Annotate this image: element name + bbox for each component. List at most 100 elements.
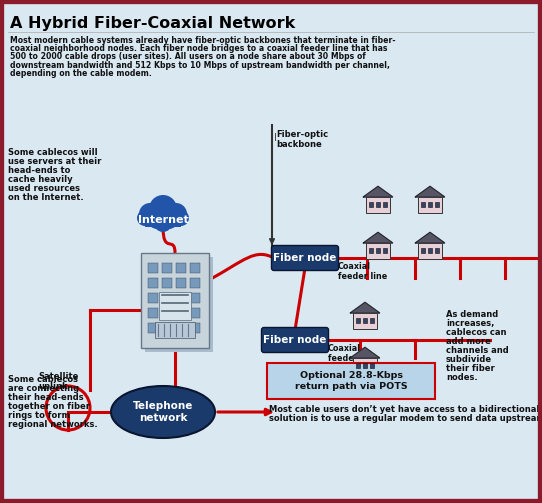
Bar — [376, 202, 380, 207]
Bar — [369, 202, 373, 207]
Text: are connecting: are connecting — [8, 384, 79, 393]
Bar — [176, 263, 186, 273]
Text: together on fiber: together on fiber — [8, 402, 90, 411]
Circle shape — [149, 195, 177, 223]
Text: their fiber: their fiber — [446, 364, 495, 373]
Text: on the Internet.: on the Internet. — [8, 193, 83, 202]
Bar — [353, 313, 377, 329]
Bar — [148, 322, 158, 332]
Bar — [176, 293, 186, 302]
Bar — [383, 202, 388, 207]
Bar — [145, 215, 181, 227]
Bar — [162, 293, 172, 302]
Bar — [353, 358, 377, 374]
Bar — [356, 318, 360, 323]
Bar — [162, 278, 172, 288]
Text: Most modern cable systems already have fiber-optic backbones that terminate in f: Most modern cable systems already have f… — [10, 36, 396, 45]
Bar — [145, 257, 213, 352]
Bar — [162, 263, 172, 273]
Bar — [370, 318, 375, 323]
Polygon shape — [363, 232, 393, 243]
Text: used resources: used resources — [8, 184, 80, 193]
Text: increases,: increases, — [446, 319, 494, 328]
Bar — [159, 292, 191, 320]
Polygon shape — [350, 348, 380, 358]
Bar — [356, 363, 360, 368]
Circle shape — [154, 214, 172, 232]
Bar — [155, 322, 195, 338]
Text: As demand: As demand — [446, 310, 498, 319]
Bar — [428, 248, 432, 253]
Text: solution is to use a regular modem to send data upstream to the head-end.: solution is to use a regular modem to se… — [269, 414, 542, 423]
Text: head-ends to: head-ends to — [8, 166, 70, 175]
Circle shape — [160, 211, 178, 229]
Bar — [366, 197, 390, 213]
Text: depending on the cable modem.: depending on the cable modem. — [10, 69, 152, 78]
Bar — [176, 307, 186, 317]
Bar — [369, 248, 373, 253]
Text: their head-ends: their head-ends — [8, 393, 83, 402]
Bar — [190, 293, 200, 302]
Text: Some cablecos will: Some cablecos will — [8, 148, 98, 157]
Text: Satellite
uplink: Satellite uplink — [38, 372, 79, 391]
Text: coaxial neighborhood nodes. Each fiber node bridges to a coaxial feeder line tha: coaxial neighborhood nodes. Each fiber n… — [10, 44, 388, 53]
Bar — [190, 263, 200, 273]
Text: downstream bandwidth and 512 Kbps to 10 Mbps of upstream bandwidth per channel,: downstream bandwidth and 512 Kbps to 10 … — [10, 60, 390, 69]
Bar — [148, 263, 158, 273]
Bar — [267, 363, 435, 399]
FancyBboxPatch shape — [272, 245, 339, 271]
Text: Optional 28.8-Kbps
return path via POTS: Optional 28.8-Kbps return path via POTS — [295, 371, 407, 391]
Text: cablecos can: cablecos can — [446, 328, 507, 337]
Bar — [148, 307, 158, 317]
Text: Internet: Internet — [138, 215, 189, 225]
Text: Coaxial
feeder line: Coaxial feeder line — [338, 262, 387, 281]
Bar — [421, 248, 425, 253]
Text: Coaxial
feeder line: Coaxial feeder line — [328, 344, 377, 363]
Text: Some cablecos: Some cablecos — [8, 375, 78, 384]
Text: Fiber node: Fiber node — [273, 253, 337, 263]
Bar — [435, 248, 440, 253]
Bar — [176, 278, 186, 288]
Bar — [363, 318, 367, 323]
Circle shape — [173, 210, 189, 226]
Bar — [376, 248, 380, 253]
Circle shape — [148, 211, 166, 229]
Text: Most cable users don’t yet have access to a bidirectional cable network. An inte: Most cable users don’t yet have access t… — [269, 405, 542, 414]
Text: add more: add more — [446, 337, 491, 346]
Text: Telephone
network: Telephone network — [133, 401, 193, 423]
Bar — [190, 307, 200, 317]
Bar — [366, 243, 390, 260]
Text: subdivide: subdivide — [446, 355, 492, 364]
Bar — [418, 243, 442, 260]
Circle shape — [137, 210, 153, 226]
Bar — [190, 322, 200, 332]
Bar — [162, 322, 172, 332]
Polygon shape — [415, 232, 445, 243]
Polygon shape — [415, 186, 445, 197]
Ellipse shape — [111, 386, 215, 438]
Circle shape — [165, 203, 187, 225]
Bar — [418, 197, 442, 213]
Text: rings to form: rings to form — [8, 411, 70, 420]
Text: Fiber node: Fiber node — [263, 335, 327, 345]
Text: use servers at their: use servers at their — [8, 157, 101, 166]
Text: cache heavily: cache heavily — [8, 175, 73, 184]
Circle shape — [139, 203, 161, 225]
Polygon shape — [350, 302, 380, 313]
FancyBboxPatch shape — [261, 327, 328, 353]
Text: A Hybrid Fiber-Coaxial Network: A Hybrid Fiber-Coaxial Network — [10, 16, 295, 31]
Bar — [383, 248, 388, 253]
Bar — [421, 202, 425, 207]
Bar — [162, 307, 172, 317]
Bar — [428, 202, 432, 207]
Bar — [370, 363, 375, 368]
Text: Fiber-optic
backbone: Fiber-optic backbone — [276, 130, 328, 149]
Bar — [435, 202, 440, 207]
Text: nodes.: nodes. — [446, 373, 478, 382]
Text: 500 to 2000 cable drops (user sites). All users on a node share about 30 Mbps of: 500 to 2000 cable drops (user sites). Al… — [10, 52, 366, 61]
Text: channels and: channels and — [446, 346, 509, 355]
Polygon shape — [363, 186, 393, 197]
Bar — [176, 322, 186, 332]
Bar — [148, 293, 158, 302]
Text: regional networks.: regional networks. — [8, 420, 98, 429]
